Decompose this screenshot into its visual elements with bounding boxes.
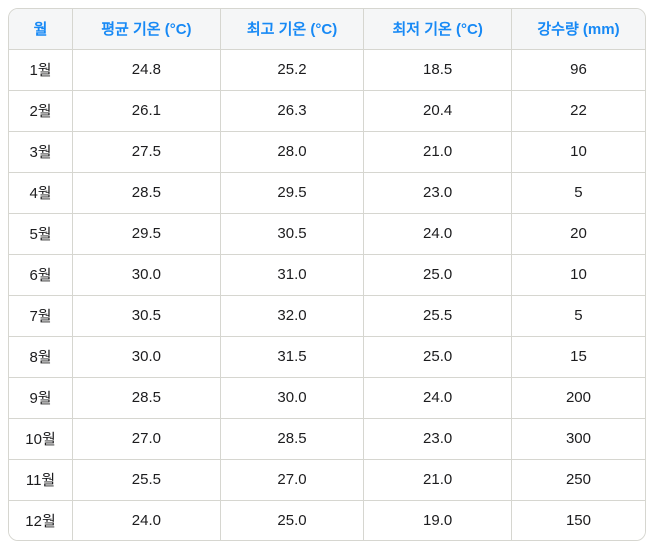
max-temp-cell: 30.5 [220,213,365,255]
avg-temp-cell: 29.5 [72,213,221,255]
precipitation-cell: 10 [511,131,645,173]
table-row: 11월 25.5 27.0 21.0 250 [9,459,645,501]
min-temp-cell: 21.0 [363,131,512,173]
avg-temp-cell: 27.0 [72,418,221,460]
max-temp-cell: 25.0 [220,500,365,540]
month-cell: 5월 [9,213,74,255]
min-temp-cell: 18.5 [363,49,512,91]
month-cell: 1월 [9,49,74,91]
table-row: 7월 30.5 32.0 25.5 5 [9,295,645,337]
min-temp-cell: 19.0 [363,500,512,540]
month-cell: 10월 [9,418,74,460]
table-row: 8월 30.0 31.5 25.0 15 [9,336,645,378]
precipitation-cell: 5 [511,295,645,337]
table-body: 1월 24.8 25.2 18.5 96 2월 26.1 26.3 20.4 22 3월 27.5 28… [9,49,645,540]
avg-temp-cell: 30.0 [72,336,221,378]
table-row: 12월 24.0 25.0 19.0 150 [9,500,645,540]
precipitation-cell: 300 [511,418,645,460]
precipitation-cell: 22 [511,90,645,132]
month-cell: 3월 [9,131,74,173]
precipitation-cell: 250 [511,459,645,501]
precipitation-cell: 20 [511,213,645,255]
max-temp-cell: 27.0 [220,459,365,501]
table-row: 3월 27.5 28.0 21.0 10 [9,131,645,173]
month-cell: 6월 [9,254,74,296]
header-row: 월 평균 기온 (°C) 최고 기온 (°C) 최저 기온 (°C) 강수량 (… [9,9,645,50]
min-temp-cell: 20.4 [363,90,512,132]
max-temp-cell: 31.0 [220,254,365,296]
table-row: 5월 29.5 30.5 24.0 20 [9,213,645,255]
min-temp-cell: 23.0 [363,172,512,214]
precipitation-cell: 200 [511,377,645,419]
precipitation-cell: 15 [511,336,645,378]
header-precipitation: 강수량 (mm) [511,9,645,50]
month-cell: 12월 [9,500,74,540]
month-cell: 9월 [9,377,74,419]
header-min-temp: 최저 기온 (°C) [363,9,512,50]
min-temp-cell: 25.0 [363,254,512,296]
min-temp-cell: 24.0 [363,377,512,419]
max-temp-cell: 28.0 [220,131,365,173]
avg-temp-cell: 30.0 [72,254,221,296]
max-temp-cell: 32.0 [220,295,365,337]
table-row: 4월 28.5 29.5 23.0 5 [9,172,645,214]
table-row: 2월 26.1 26.3 20.4 22 [9,90,645,132]
table-row: 6월 30.0 31.0 25.0 10 [9,254,645,296]
avg-temp-cell: 24.8 [72,49,221,91]
month-cell: 4월 [9,172,74,214]
monthly-climate-table: 월 평균 기온 (°C) 최고 기온 (°C) 최저 기온 (°C) 강수량 (… [9,9,645,540]
month-cell: 11월 [9,459,74,501]
avg-temp-cell: 30.5 [72,295,221,337]
avg-temp-cell: 24.0 [72,500,221,540]
table-header: 월 평균 기온 (°C) 최고 기온 (°C) 최저 기온 (°C) 강수량 (… [9,9,645,50]
monthly-climate-table-container: 월 평균 기온 (°C) 최고 기온 (°C) 최저 기온 (°C) 강수량 (… [8,8,646,541]
table-row: 1월 24.8 25.2 18.5 96 [9,49,645,91]
table-row: 10월 27.0 28.5 23.0 300 [9,418,645,460]
precipitation-cell: 10 [511,254,645,296]
month-cell: 2월 [9,90,74,132]
header-avg-temp: 평균 기온 (°C) [72,9,221,50]
avg-temp-cell: 25.5 [72,459,221,501]
max-temp-cell: 28.5 [220,418,365,460]
avg-temp-cell: 27.5 [72,131,221,173]
min-temp-cell: 25.0 [363,336,512,378]
table-row: 9월 28.5 30.0 24.0 200 [9,377,645,419]
month-cell: 8월 [9,336,74,378]
month-cell: 7월 [9,295,74,337]
min-temp-cell: 23.0 [363,418,512,460]
max-temp-cell: 26.3 [220,90,365,132]
precipitation-cell: 5 [511,172,645,214]
avg-temp-cell: 28.5 [72,172,221,214]
min-temp-cell: 25.5 [363,295,512,337]
precipitation-cell: 96 [511,49,645,91]
header-month: 월 [9,9,74,50]
avg-temp-cell: 26.1 [72,90,221,132]
precipitation-cell: 150 [511,500,645,540]
header-max-temp: 최고 기온 (°C) [220,9,365,50]
max-temp-cell: 30.0 [220,377,365,419]
max-temp-cell: 31.5 [220,336,365,378]
min-temp-cell: 24.0 [363,213,512,255]
avg-temp-cell: 28.5 [72,377,221,419]
max-temp-cell: 25.2 [220,49,365,91]
min-temp-cell: 21.0 [363,459,512,501]
max-temp-cell: 29.5 [220,172,365,214]
